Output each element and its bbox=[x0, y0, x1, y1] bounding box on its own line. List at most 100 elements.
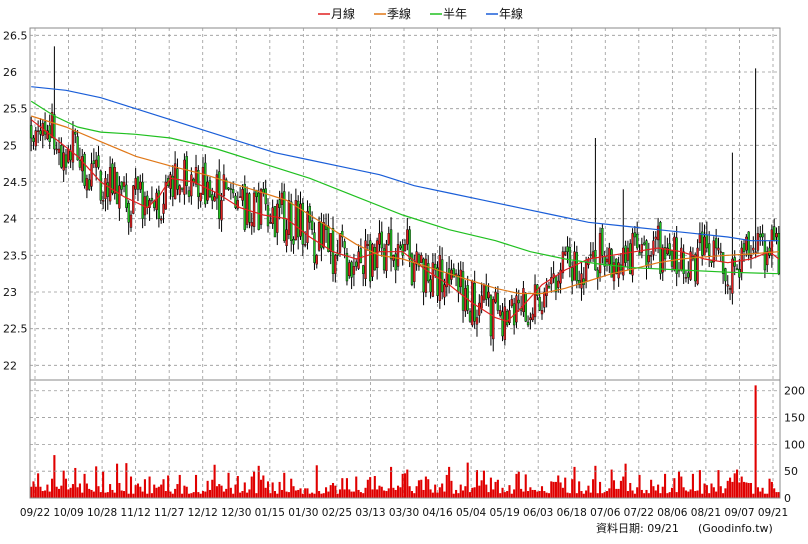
candle-body bbox=[171, 175, 174, 197]
volume-bar bbox=[689, 489, 692, 498]
volume-bar bbox=[420, 479, 423, 498]
volume-bar bbox=[480, 480, 483, 498]
date-tick-label: 10/28 bbox=[87, 507, 117, 519]
volume-bar bbox=[194, 474, 198, 498]
candle-body bbox=[598, 233, 602, 274]
candle-body bbox=[173, 163, 177, 200]
date-tick-label: 01/15 bbox=[255, 507, 285, 519]
candle-body bbox=[596, 269, 599, 278]
candle-body bbox=[122, 181, 126, 187]
volume-bar bbox=[647, 493, 650, 498]
candle-body bbox=[299, 203, 302, 237]
volume-bar bbox=[136, 483, 140, 498]
volume-bar bbox=[745, 482, 748, 498]
candle-body bbox=[250, 222, 253, 227]
price-tick-label: 26.5 bbox=[3, 29, 28, 42]
volume-bar bbox=[636, 487, 639, 498]
candle-body bbox=[259, 189, 263, 225]
volume-bar bbox=[722, 493, 725, 498]
volume-bar bbox=[578, 481, 581, 498]
candle-body bbox=[185, 156, 188, 186]
candle-body bbox=[612, 262, 616, 282]
volume-bar bbox=[754, 385, 757, 498]
candle-body bbox=[424, 258, 428, 293]
volume-bar bbox=[436, 492, 439, 498]
candle-body bbox=[95, 159, 98, 168]
volume-bar bbox=[81, 492, 84, 498]
candle-body bbox=[540, 310, 544, 315]
volume-bar bbox=[111, 489, 114, 498]
candle-body bbox=[445, 273, 448, 288]
candle-body bbox=[754, 251, 757, 253]
price-tick-label: 25 bbox=[3, 139, 17, 152]
candle-body bbox=[515, 295, 518, 323]
volume-bar bbox=[357, 489, 360, 498]
candle-body bbox=[350, 261, 353, 278]
volume-bar bbox=[670, 487, 674, 498]
volume-bar bbox=[257, 465, 260, 498]
volume-tick-label: 150 bbox=[784, 412, 805, 425]
candle-body bbox=[90, 163, 93, 187]
candle-body bbox=[238, 196, 242, 198]
volume-bar bbox=[204, 491, 207, 498]
volume-bar bbox=[694, 491, 697, 498]
volume-bar bbox=[30, 486, 33, 498]
volume-bar bbox=[232, 493, 235, 498]
volume-bar bbox=[259, 479, 263, 498]
volume-bar bbox=[169, 491, 172, 498]
volume-bar bbox=[747, 482, 750, 498]
volume-bar bbox=[243, 482, 246, 498]
candle-body bbox=[745, 236, 748, 251]
volume-bar bbox=[373, 476, 376, 498]
volume-bar bbox=[536, 491, 539, 498]
volume-bar bbox=[717, 470, 720, 498]
volume-bar bbox=[220, 485, 223, 498]
ma-line-ma120 bbox=[30, 100, 779, 275]
candle-body bbox=[624, 245, 627, 263]
candle-body bbox=[81, 156, 84, 172]
volume-bar bbox=[601, 493, 604, 498]
volume-bar bbox=[612, 480, 616, 498]
candle-body bbox=[759, 233, 762, 238]
volume-bar bbox=[424, 476, 427, 498]
date-tick-label: 05/04 bbox=[456, 507, 487, 519]
candle-body bbox=[480, 295, 483, 309]
price-panel: 22 22.5 23 23.5 24 24.5 25 25.5 26 26.5 bbox=[3, 27, 781, 498]
candle-body bbox=[682, 251, 685, 274]
volume-bar bbox=[410, 491, 414, 498]
candle-body bbox=[50, 112, 54, 139]
volume-bar bbox=[90, 489, 93, 498]
volume-bar bbox=[415, 486, 418, 498]
volume-bar bbox=[192, 492, 195, 498]
price-tick-label: 22 bbox=[3, 359, 17, 372]
candle-body bbox=[522, 288, 525, 313]
candle-body bbox=[220, 200, 223, 221]
candle-body bbox=[461, 271, 465, 311]
candle-body bbox=[43, 121, 47, 135]
candle-body bbox=[675, 237, 678, 274]
candle-body bbox=[64, 154, 68, 168]
candle-body bbox=[201, 167, 205, 195]
volume-bar bbox=[571, 479, 574, 498]
volume-bar bbox=[766, 493, 769, 498]
volume-bar bbox=[331, 482, 335, 498]
candle-body bbox=[457, 274, 460, 293]
volume-bar bbox=[703, 483, 706, 498]
volume-bar bbox=[292, 486, 295, 498]
candle-body bbox=[303, 244, 307, 246]
candle-body bbox=[39, 130, 42, 135]
volume-bar bbox=[629, 482, 632, 498]
candle-body bbox=[475, 317, 479, 325]
candle-body bbox=[285, 229, 288, 247]
candle-body bbox=[408, 229, 411, 260]
candle-body bbox=[85, 178, 89, 191]
price-tick-label: 24 bbox=[3, 213, 17, 226]
candle-body bbox=[371, 244, 374, 277]
candle-body bbox=[278, 199, 281, 208]
volume-bar bbox=[157, 486, 160, 498]
volume-bar bbox=[529, 487, 532, 498]
volume-bar bbox=[441, 483, 444, 498]
date-tick-label: 03/13 bbox=[355, 507, 385, 519]
candle-body bbox=[647, 255, 650, 263]
volume-bar bbox=[218, 484, 221, 498]
